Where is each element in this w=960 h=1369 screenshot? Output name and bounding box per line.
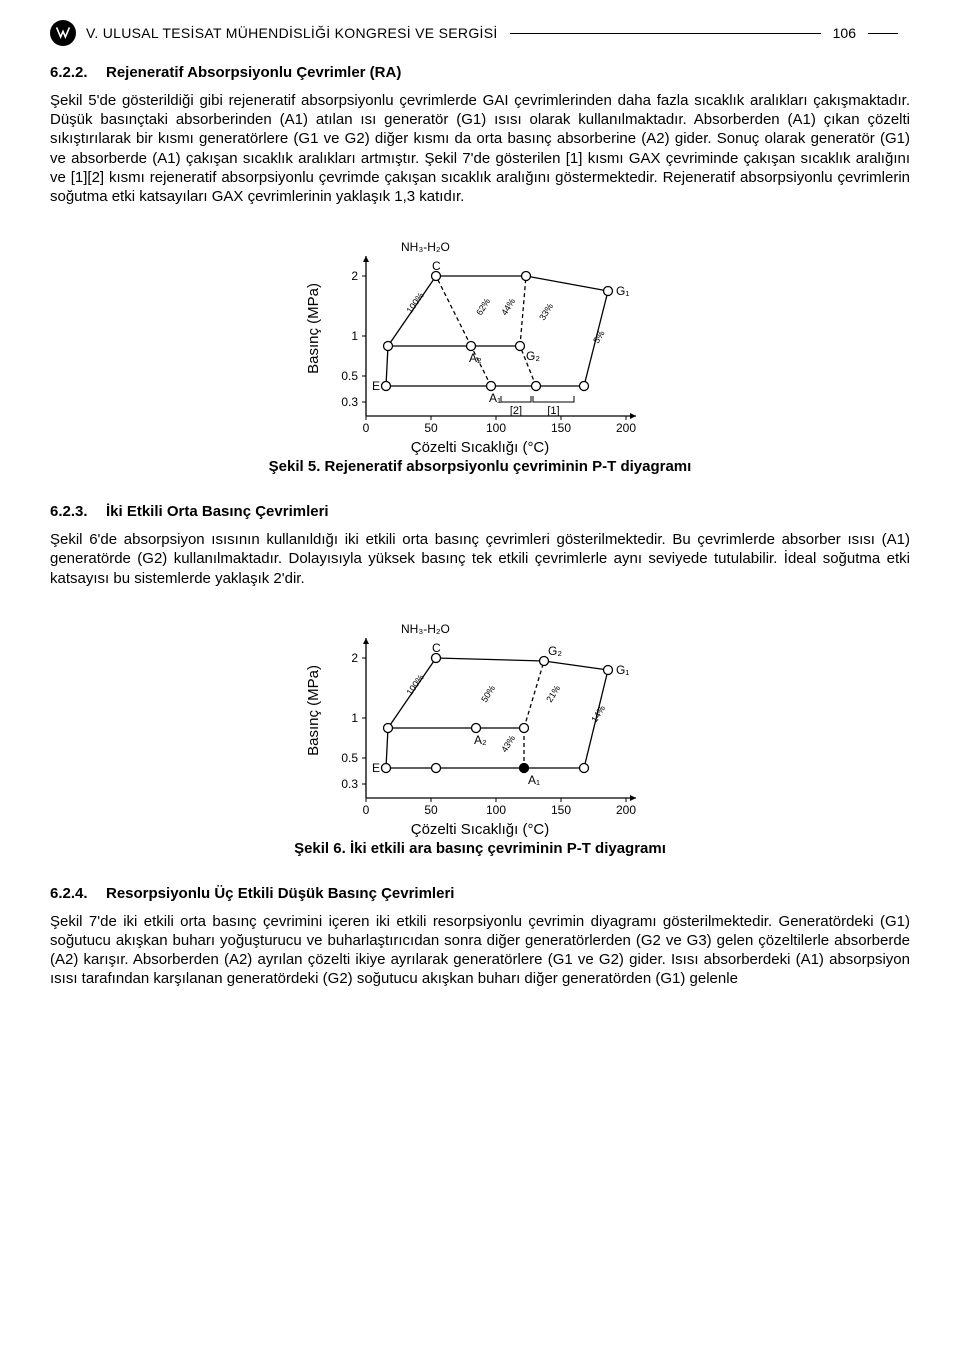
figure-5: Basınç (MPa) 0.3 0.5 1 2 0 50 100 150 200 NH₃-H₂O… [50,216,910,475]
svg-text:100%: 100% [404,291,425,316]
svg-text:[1]: [1] [547,405,559,417]
svg-text:50: 50 [424,803,438,817]
fig6-caption: Şekil 6. İki etkili ara basınç çevrimini… [294,840,666,857]
svg-text:1: 1 [351,329,358,343]
svg-text:43%: 43% [499,733,517,754]
svg-text:0: 0 [362,421,369,435]
page: V. ULUSAL TESİSAT MÜHENDİSLİĞİ KONGRESİ … [0,0,960,1369]
fig5-caption: Şekil 5. Rejeneratif absorpsiyonlu çevri… [269,458,692,475]
svg-text:[2]: [2] [509,405,521,417]
svg-text:C: C [432,641,441,655]
svg-text:G₁: G₁ [616,663,629,677]
svg-text:100%: 100% [404,672,425,697]
section-622-body: Şekil 5'de gösterildiği gibi rejeneratif… [50,91,910,206]
svg-text:200: 200 [615,803,635,817]
section-heading-622: 6.2.2.Rejeneratif Absorpsiyonlu Çevrimle… [50,64,910,81]
fig6-plot: 0.3 0.5 1 2 0 50 100 150 200 NH₃-H₂O C G₂ G₁ A₂ E A₁ 100… [326,598,656,823]
logo-icon [50,20,76,46]
section-number: 6.2.3. [50,503,106,520]
svg-text:1: 1 [351,711,358,725]
svg-text:50: 50 [424,421,438,435]
svg-text:100: 100 [485,803,505,817]
header-divider [510,33,821,34]
svg-text:200: 200 [615,421,635,435]
svg-text:G₁: G₁ [616,284,629,298]
fig5-xlabel: Çözelti Sıcaklığı (°C) [411,439,550,456]
svg-text:A₂: A₂ [474,733,487,747]
svg-text:2: 2 [351,651,358,665]
svg-text:150: 150 [550,803,570,817]
svg-text:0.5: 0.5 [341,751,358,765]
svg-text:C: C [432,259,441,273]
fig6-ylabel: Basınç (MPa) [305,665,322,756]
svg-text:44%: 44% [499,297,517,318]
section-title: İki Etkili Orta Basınç Çevrimleri [106,503,329,520]
section-number: 6.2.4. [50,885,106,902]
svg-text:50%: 50% [479,683,497,704]
svg-text:NH₃-H₂O: NH₃-H₂O [401,240,450,254]
page-number: 106 [833,25,856,41]
svg-text:NH₃-H₂O: NH₃-H₂O [401,622,450,636]
svg-text:21%: 21% [544,683,562,704]
section-623-body: Şekil 6'de absorpsiyon ısısının kullanıl… [50,530,910,588]
fig5-plot: 0.3 0.5 1 2 0 50 100 150 200 NH₃-H₂O C G₁ A₂ G₂ E A₁ 100… [326,216,656,441]
svg-text:G₂: G₂ [526,349,540,363]
page-header: V. ULUSAL TESİSAT MÜHENDİSLİĞİ KONGRESİ … [50,20,910,46]
svg-text:14%: 14% [589,703,607,724]
svg-text:5%: 5% [591,329,606,345]
svg-text:E: E [372,761,380,775]
fig6-xlabel: Çözelti Sıcaklığı (°C) [411,821,550,838]
fig5-ylabel: Basınç (MPa) [305,283,322,374]
section-number: 6.2.2. [50,64,106,81]
header-title: V. ULUSAL TESİSAT MÜHENDİSLİĞİ KONGRESİ … [86,25,498,41]
svg-text:0: 0 [362,803,369,817]
section-heading-624: 6.2.4.Resorpsiyonlu Üç Etkili Düşük Bası… [50,885,910,902]
svg-text:E: E [372,379,380,393]
svg-text:A₂: A₂ [469,351,482,365]
svg-text:62%: 62% [474,297,492,318]
svg-text:A₁: A₁ [489,391,501,405]
svg-text:0.3: 0.3 [341,777,358,791]
svg-text:33%: 33% [537,302,555,323]
svg-text:A₁: A₁ [528,773,540,787]
section-title: Resorpsiyonlu Üç Etkili Düşük Basınç Çev… [106,885,454,902]
svg-text:G₂: G₂ [548,644,562,658]
svg-text:150: 150 [550,421,570,435]
svg-text:100: 100 [485,421,505,435]
figure-6: Basınç (MPa) 0.3 0.5 1 2 0 50 100 150 200 NH₃-H₂O… [50,598,910,857]
section-title: Rejeneratif Absorpsiyonlu Çevrimler (RA) [106,64,401,81]
svg-text:0.3: 0.3 [341,395,358,409]
section-heading-623: 6.2.3.İki Etkili Orta Basınç Çevrimleri [50,503,910,520]
header-divider [868,33,898,34]
svg-text:0.5: 0.5 [341,369,358,383]
svg-text:2: 2 [351,269,358,283]
section-624-body: Şekil 7'de iki etkili orta basınç çevrim… [50,912,910,989]
